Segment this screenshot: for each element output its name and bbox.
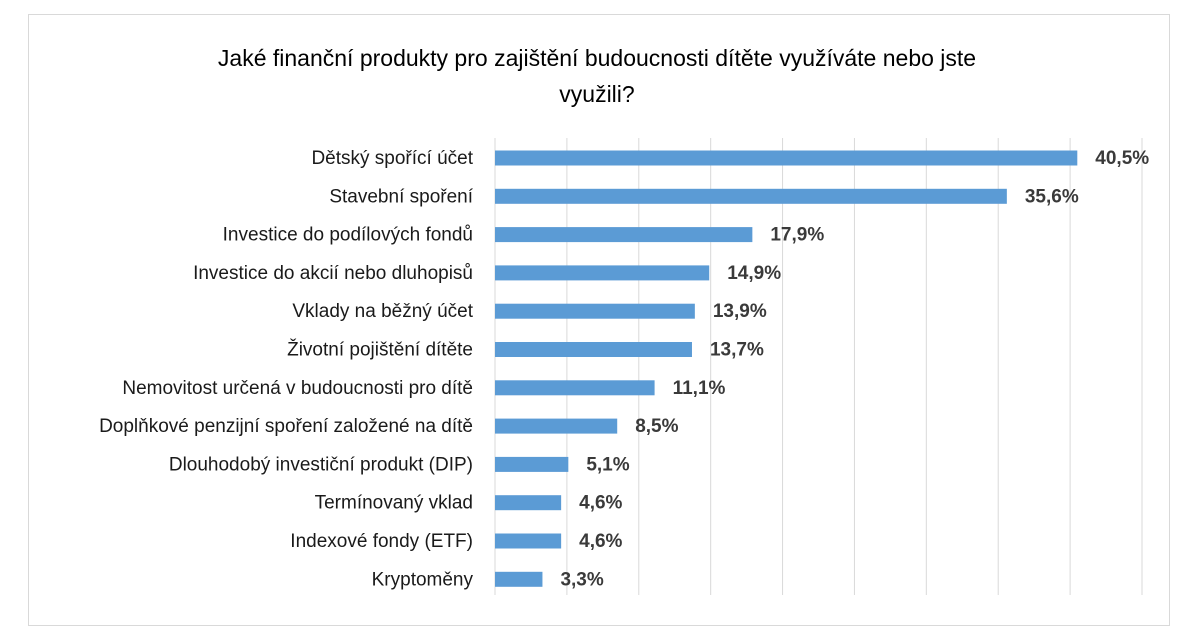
bar <box>495 418 618 434</box>
bar <box>495 456 569 472</box>
data-label: 8,5% <box>635 416 678 437</box>
category-label: Investice do akcií nebo dluhopisů <box>193 263 473 284</box>
data-label: 14,9% <box>727 263 781 284</box>
category-label: Termínovaný vklad <box>315 493 473 514</box>
chart-title: Jaké finanční produkty pro zajištění bud… <box>0 40 1194 112</box>
data-label: 13,7% <box>710 340 764 361</box>
category-label: Dětský spořící účet <box>311 148 473 169</box>
chart-title-line-2: využili? <box>559 81 635 107</box>
category-label: Nemovitost určená v budoucnosti pro dítě <box>122 378 473 399</box>
bar <box>495 495 562 511</box>
category-label: Vklady na běžný účet <box>292 301 473 322</box>
data-label: 5,1% <box>586 454 629 475</box>
bar <box>495 533 562 549</box>
bar <box>495 188 1007 204</box>
category-label: Investice do podílových fondů <box>223 225 473 246</box>
bar <box>495 342 692 357</box>
chart-frame <box>28 14 1170 626</box>
bar <box>495 303 695 319</box>
category-label: Indexové fondy (ETF) <box>290 531 473 552</box>
category-label: Doplňkové penzijní spoření založené na d… <box>99 416 473 437</box>
data-label: 4,6% <box>579 531 622 552</box>
category-label: Životní pojištění dítěte <box>287 339 473 361</box>
category-label: Dlouhodobý investiční produkt (DIP) <box>169 454 473 475</box>
data-label: 40,5% <box>1095 148 1149 169</box>
data-label: 35,6% <box>1025 186 1079 207</box>
bar <box>495 227 753 243</box>
bar <box>495 265 710 281</box>
bar <box>495 571 543 587</box>
bar <box>495 380 655 396</box>
data-label: 13,9% <box>713 301 767 322</box>
data-label: 11,1% <box>673 378 726 399</box>
chart-title-line-1: Jaké finanční produkty pro zajištění bud… <box>217 45 977 71</box>
category-label: Kryptoměny <box>372 569 474 590</box>
bar <box>495 150 1078 166</box>
data-label: 3,3% <box>560 569 603 590</box>
category-label: Stavební spoření <box>329 186 473 207</box>
data-label: 17,9% <box>770 225 824 246</box>
data-label: 4,6% <box>579 493 622 514</box>
